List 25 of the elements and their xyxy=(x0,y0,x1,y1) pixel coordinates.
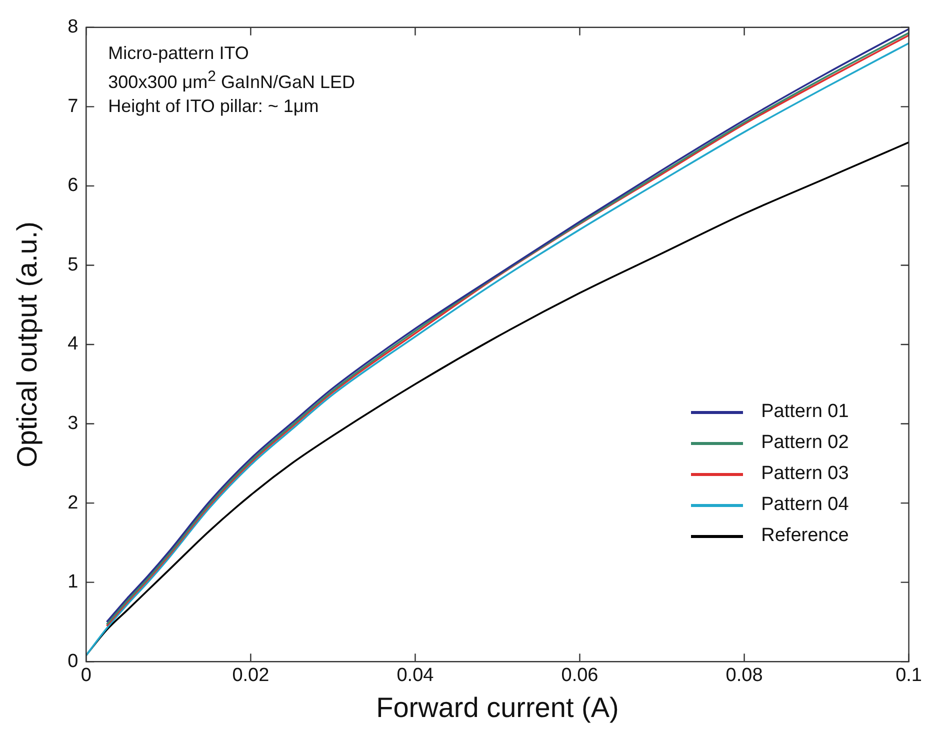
y-tick-label: 6 xyxy=(68,175,78,196)
y-tick-label: 8 xyxy=(68,16,78,38)
x-tick-label: 0.1 xyxy=(896,665,922,686)
annotation: Height of ITO pillar: ~ 1μm xyxy=(108,95,320,118)
y-tick-label: 2 xyxy=(68,492,78,514)
y-axis-title: Optical output (a.u.) xyxy=(12,222,43,468)
legend-label: Pattern 04 xyxy=(761,494,849,516)
y-tick-label: 7 xyxy=(68,96,78,117)
y-tick-label: 5 xyxy=(68,254,78,276)
legend-label: Reference xyxy=(761,525,849,548)
y-tick-label: 0 xyxy=(68,650,78,672)
annotation: 300x300 μm$^{2}$ GaInN/GaN LED xyxy=(108,67,355,94)
legend-label: Pattern 03 xyxy=(761,463,849,486)
annotation: Micro-pattern ITO xyxy=(108,42,250,66)
y-tick-label: 1 xyxy=(68,572,78,593)
y-tick-label: 3 xyxy=(68,413,78,434)
y-tick-label: 4 xyxy=(68,334,79,355)
legend-label: Pattern 02 xyxy=(761,432,849,454)
x-tick-label: 0 xyxy=(80,665,92,686)
x-tick-label: 0.02 xyxy=(232,665,270,686)
x-tick-label: 0.06 xyxy=(561,665,598,686)
x-tick-label: 0.08 xyxy=(726,665,763,686)
x-axis-title: Forward current (A) xyxy=(376,692,619,723)
legend-label: Pattern 01 xyxy=(761,401,849,424)
x-tick-label: 0.04 xyxy=(396,665,434,686)
